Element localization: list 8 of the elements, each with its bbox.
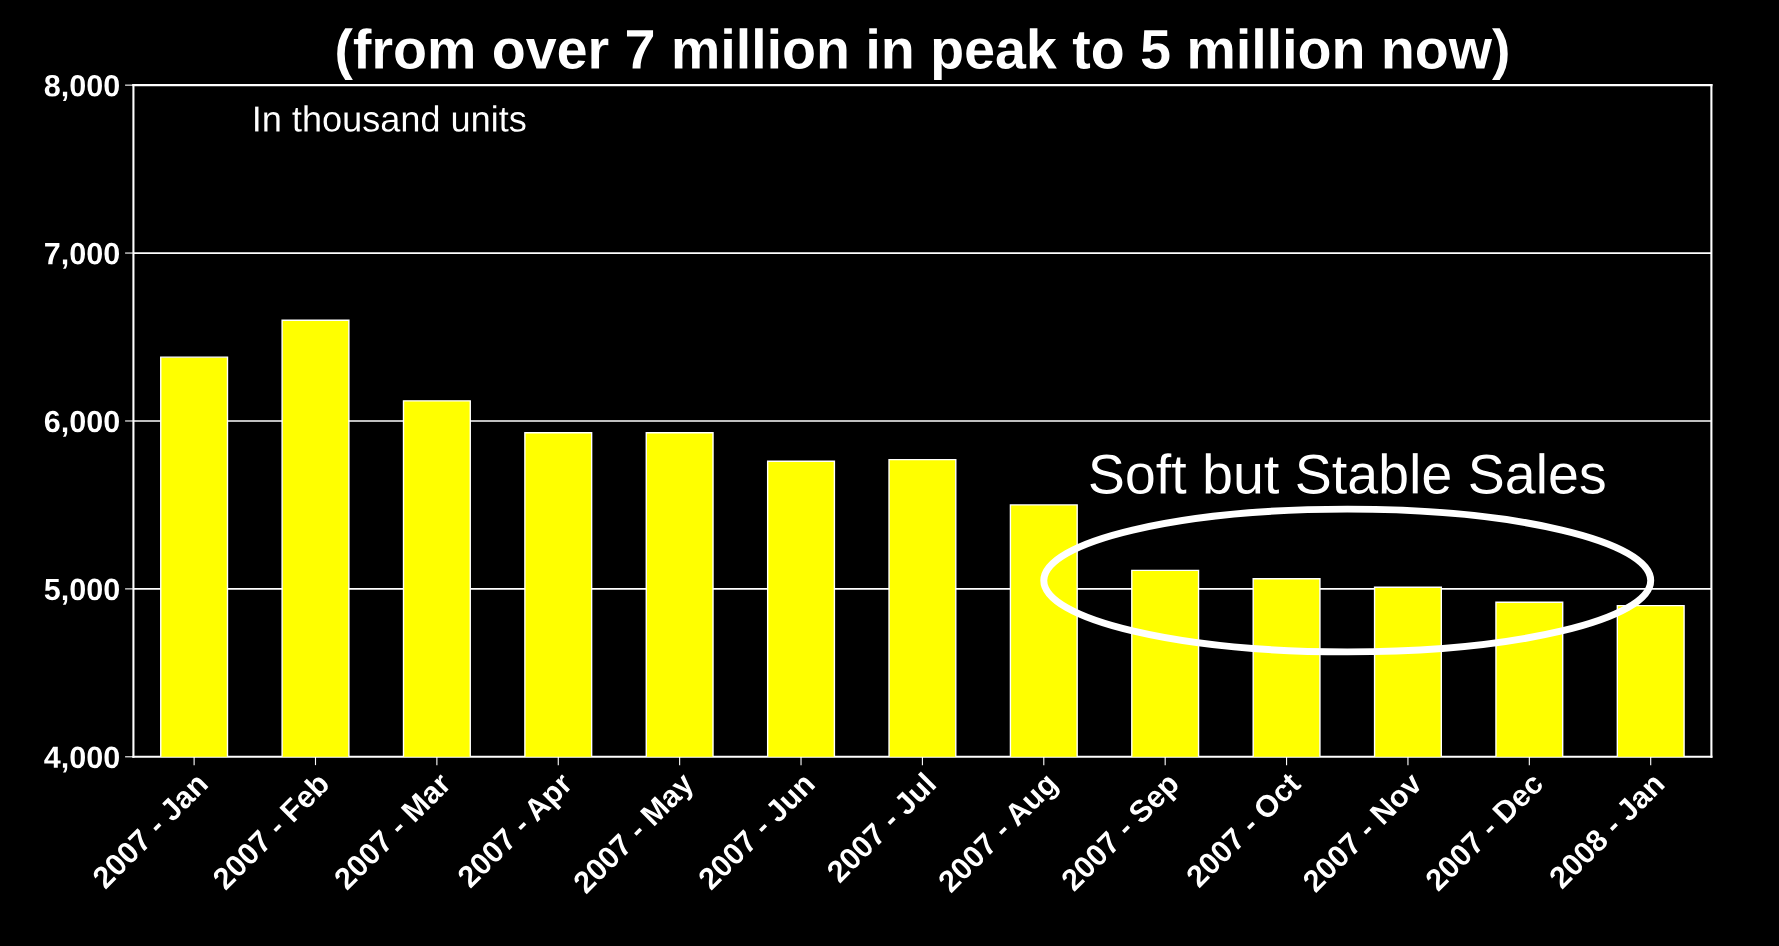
chart-title: (from over 7 million in peak to 5 million now) [337,28,1508,80]
annotation: In thousand units [255,105,526,132]
annotation: Soft but Stable Sales [1090,453,1605,494]
y-tick-label: 5,000 [44,578,119,605]
y-tick-label: 6,000 [44,410,119,437]
y-tick-label: 7,000 [45,242,119,269]
y-tick-label: 4,000 [44,746,119,773]
y-tick-label: 8,000 [44,74,119,101]
